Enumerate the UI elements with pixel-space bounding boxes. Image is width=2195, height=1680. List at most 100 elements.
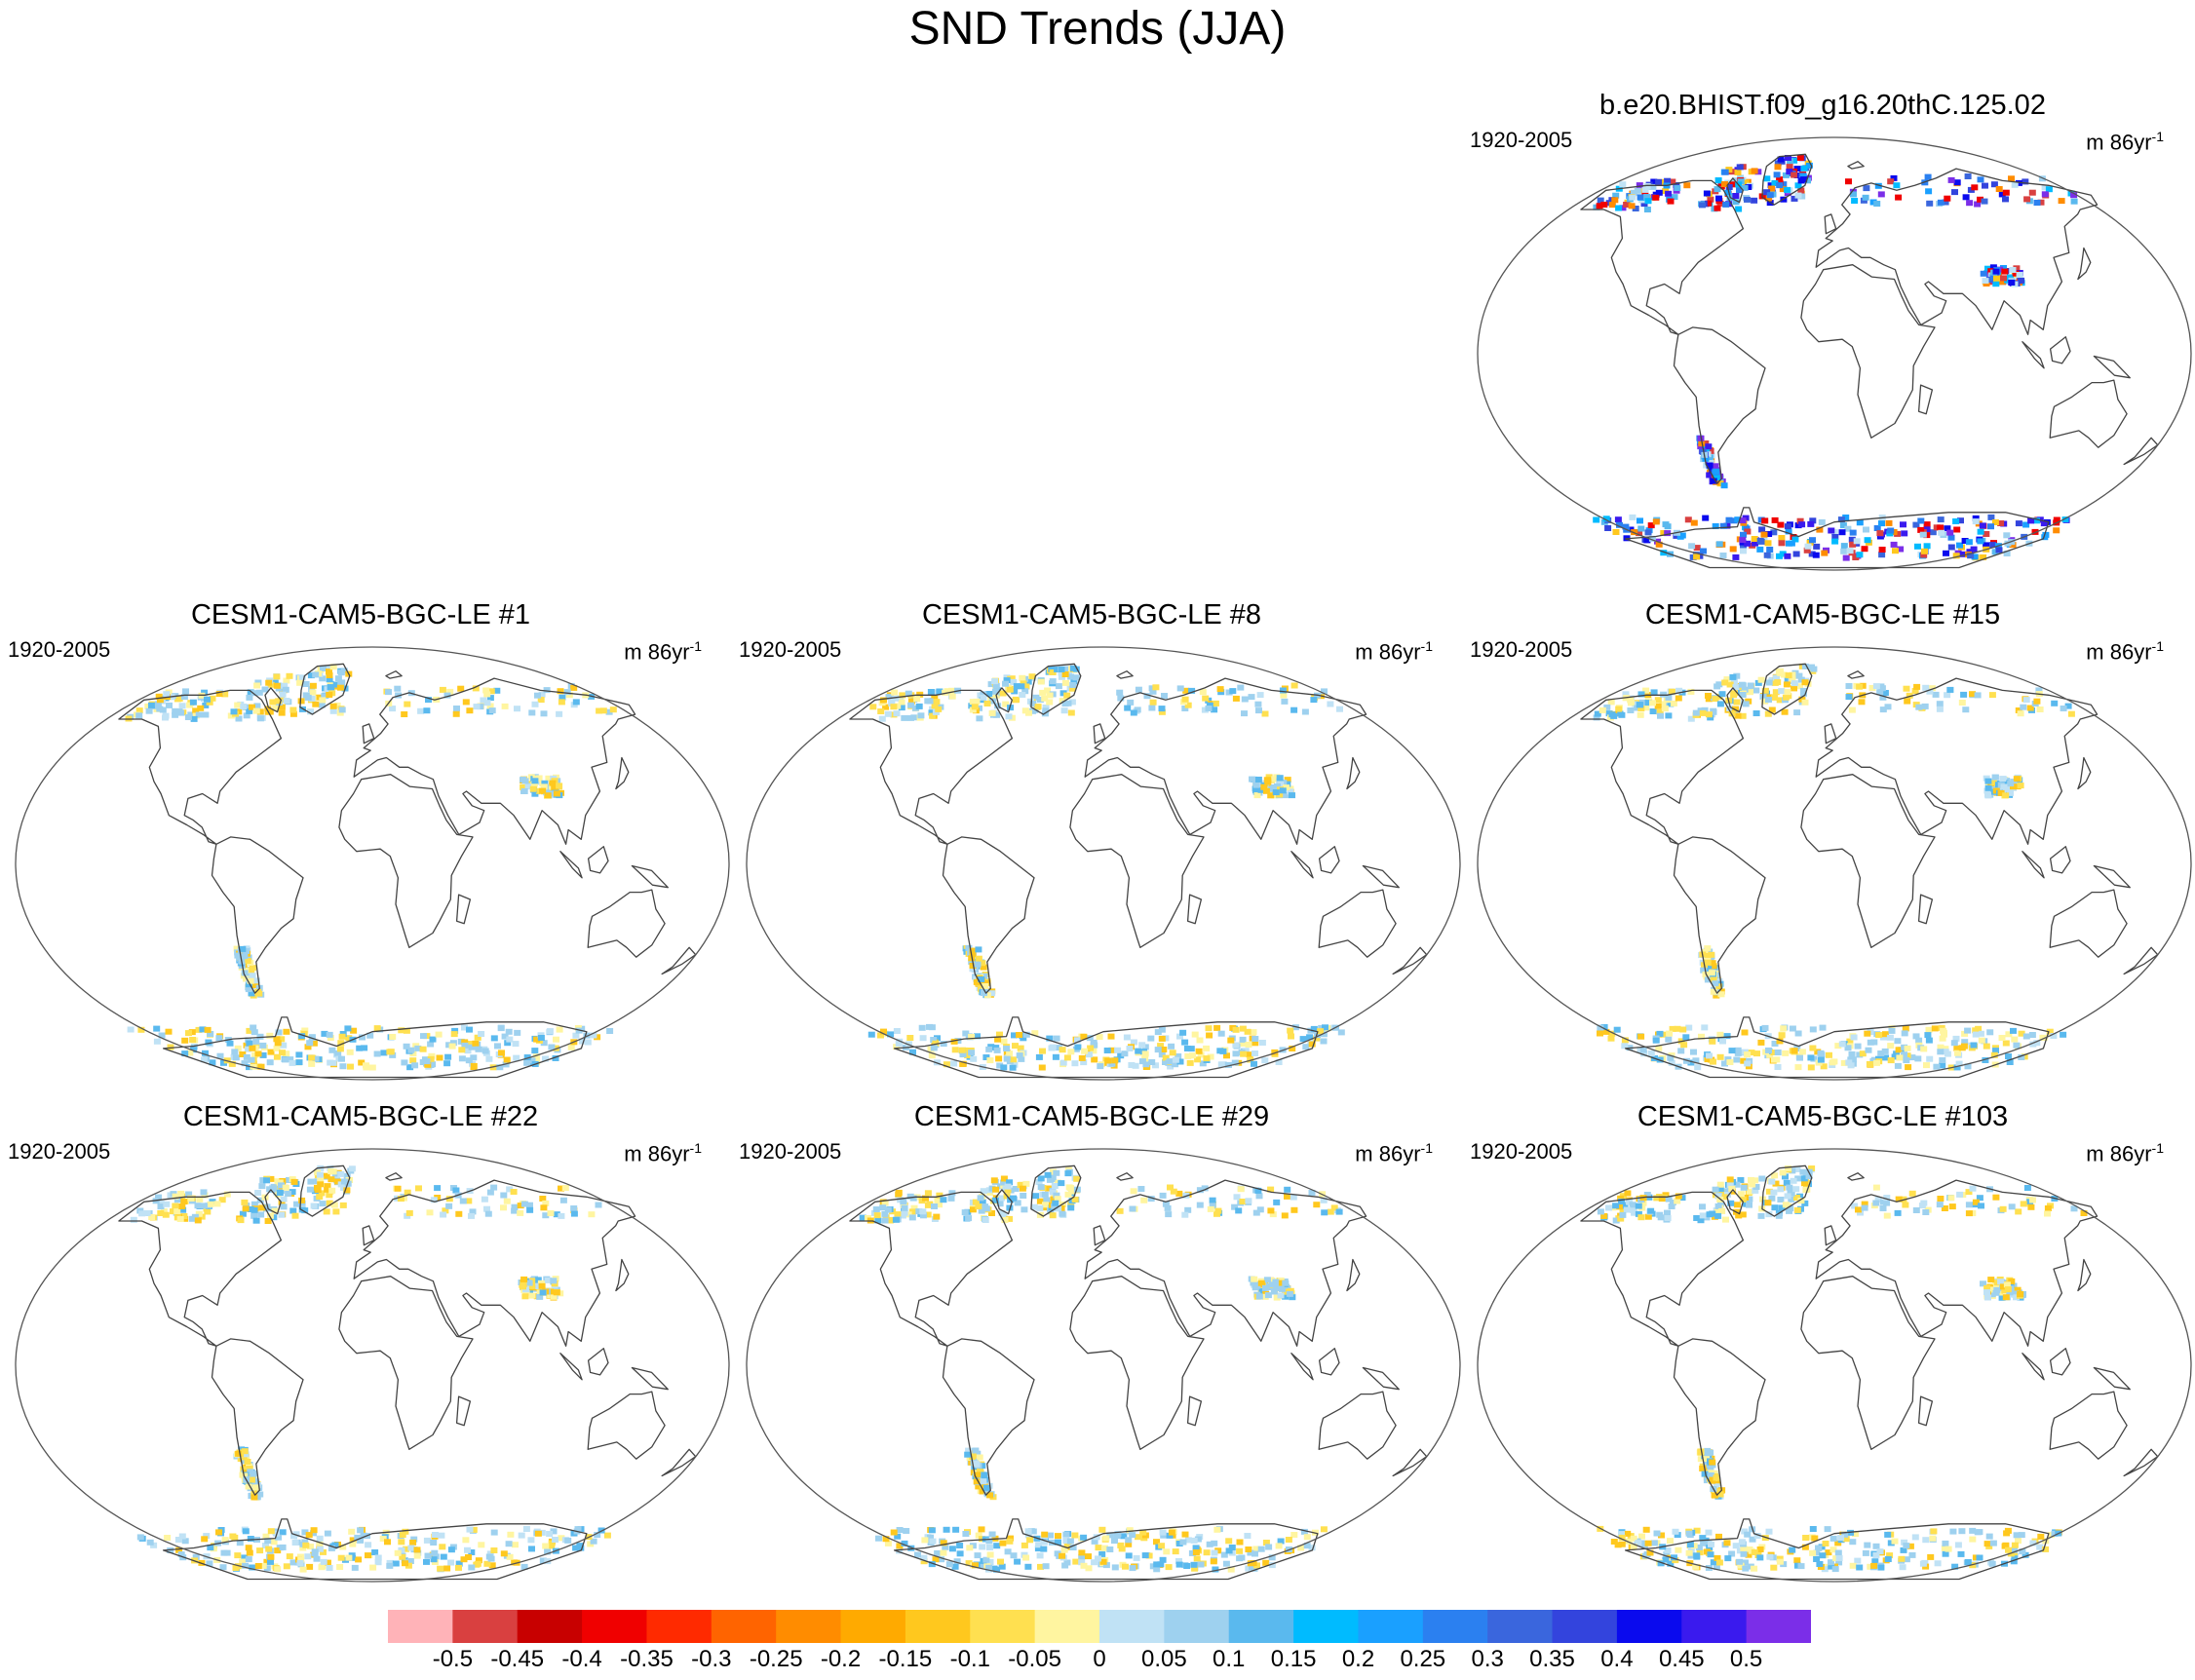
trend-cell xyxy=(1048,1045,1056,1051)
trend-cell xyxy=(1593,516,1600,523)
trend-cell xyxy=(1037,1175,1045,1182)
trend-cell xyxy=(996,1031,1003,1038)
trend-cell xyxy=(312,701,320,707)
snow-trend-cells xyxy=(867,665,1345,1071)
trend-cell xyxy=(928,709,936,716)
trend-cell xyxy=(1241,710,1248,717)
trend-cell xyxy=(1184,702,1192,708)
trend-cell xyxy=(1748,1176,1754,1183)
trend-cell xyxy=(2003,532,2011,539)
trend-cell xyxy=(1172,1061,1179,1068)
trend-cell xyxy=(1700,1540,1708,1546)
trend-cell xyxy=(1771,1041,1779,1047)
trend-cell xyxy=(924,1211,932,1218)
trend-cell xyxy=(1838,1041,1846,1048)
trend-cell xyxy=(1160,1532,1168,1539)
trend-cell xyxy=(1965,1202,1973,1208)
trend-cell xyxy=(2000,275,2007,282)
trend-cell xyxy=(523,1054,531,1060)
trend-cell xyxy=(1728,710,1736,717)
trend-cell xyxy=(983,1484,990,1491)
trend-cell xyxy=(481,1048,489,1054)
trend-cell xyxy=(1740,548,1747,554)
trend-cell xyxy=(511,1207,519,1214)
trend-cell xyxy=(1899,1564,1906,1571)
trend-cell xyxy=(540,783,548,790)
trend-cell xyxy=(1133,1554,1140,1561)
trend-cell xyxy=(1770,1564,1778,1571)
trend-cell xyxy=(130,1216,137,1223)
trend-cell xyxy=(1063,1542,1071,1548)
trend-cell xyxy=(544,792,552,799)
coastline-uk xyxy=(362,1225,375,1246)
trend-cell xyxy=(1736,164,1744,171)
trend-cell xyxy=(239,1210,247,1217)
trend-cell xyxy=(490,1529,498,1536)
trend-cell xyxy=(191,1213,199,1220)
trend-cell xyxy=(1211,706,1218,713)
trend-cell xyxy=(1809,1526,1817,1532)
trend-cell xyxy=(1165,1211,1173,1218)
trend-cell xyxy=(1038,1064,1046,1071)
trend-cell xyxy=(1320,1526,1328,1533)
trend-cell xyxy=(196,1196,204,1203)
trend-cell xyxy=(1287,788,1294,795)
trend-cell xyxy=(1794,1175,1802,1182)
trend-cell xyxy=(450,1031,458,1038)
trend-cell xyxy=(1664,177,1672,184)
trend-cell xyxy=(909,1049,916,1055)
trend-cell xyxy=(1782,1173,1789,1180)
trend-cell xyxy=(138,1210,146,1217)
trend-cell xyxy=(423,1558,430,1565)
trend-cell xyxy=(1741,1528,1749,1535)
trend-cell xyxy=(493,687,501,694)
trend-cell xyxy=(1249,1564,1256,1570)
trend-cell xyxy=(1816,526,1824,533)
trend-cell xyxy=(1766,547,1774,553)
trend-cell xyxy=(312,1055,320,1062)
trend-cell xyxy=(272,705,280,711)
trend-cell xyxy=(452,710,460,717)
trend-cell xyxy=(2005,1546,2012,1553)
panel-title: CESM1-CAM5-BGC-LE #103 xyxy=(1637,1101,2009,1132)
trend-cell xyxy=(1067,673,1075,680)
trend-cell xyxy=(959,1060,967,1067)
trend-cell xyxy=(1021,688,1029,695)
trend-cell xyxy=(1239,1041,1247,1047)
trend-cell xyxy=(2028,189,2036,196)
trend-cell xyxy=(1863,526,1869,533)
trend-cell xyxy=(1764,540,1772,547)
trend-cell xyxy=(1192,1545,1200,1551)
trend-cell xyxy=(1947,544,1955,551)
trend-cell xyxy=(1158,708,1166,715)
trend-cell xyxy=(265,679,273,686)
trend-cell xyxy=(1231,1059,1239,1066)
colorbar-box xyxy=(1552,1610,1618,1643)
trend-cell xyxy=(1704,1056,1712,1063)
trend-cell xyxy=(397,1196,404,1203)
trend-cell xyxy=(1961,1030,1969,1037)
trend-cell xyxy=(1766,192,1774,199)
trend-cell xyxy=(202,1050,209,1056)
trend-cell xyxy=(1250,1029,1257,1036)
trend-cell xyxy=(1900,521,1906,528)
trend-cell xyxy=(1318,1024,1326,1031)
trend-cell xyxy=(1203,1549,1211,1556)
trend-cell xyxy=(1628,203,1636,210)
trend-cell xyxy=(945,1561,953,1568)
trend-cell xyxy=(1658,1532,1665,1539)
trend-cell xyxy=(1939,1057,1946,1063)
trend-cell xyxy=(1162,1201,1170,1207)
trend-cell xyxy=(972,1562,979,1569)
trend-cell xyxy=(1321,688,1328,695)
trend-cell xyxy=(983,701,991,706)
trend-cell xyxy=(1068,685,1076,692)
trend-cell xyxy=(1284,1186,1291,1193)
trend-cell xyxy=(1034,704,1042,710)
trend-cell xyxy=(1828,527,1835,534)
trend-cell xyxy=(201,689,209,696)
trend-cell xyxy=(1103,1048,1111,1053)
trend-cell xyxy=(1300,1528,1308,1535)
trend-cell xyxy=(1851,1203,1859,1209)
trend-cell xyxy=(1737,1177,1745,1183)
